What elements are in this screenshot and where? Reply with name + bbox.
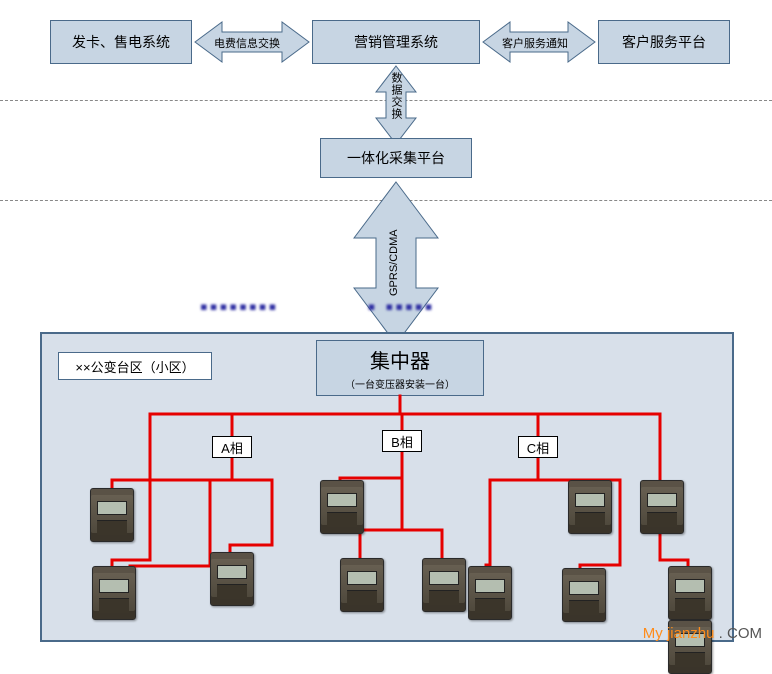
meter-8 — [562, 568, 606, 622]
meter-5 — [422, 558, 466, 612]
label-integration: 一体化采集平台 — [347, 148, 445, 168]
box-card-sales: 发卡、售电系统 — [50, 20, 192, 64]
label-marketing: 营销管理系统 — [354, 32, 438, 52]
label-concentrator: 集中器 — [370, 345, 430, 374]
phase-a-label: A相 — [221, 438, 243, 457]
area-label: ××公变台区（小区） — [58, 352, 212, 380]
box-cust-service: 客户服务平台 — [598, 20, 730, 64]
phase-c: C相 — [518, 436, 558, 458]
label-cust-service: 客户服务平台 — [622, 32, 706, 52]
meter-6 — [468, 566, 512, 620]
phase-c-label: C相 — [527, 438, 549, 457]
phase-b-label: B相 — [391, 432, 413, 451]
dash-line-1 — [0, 100, 772, 101]
box-concentrator: 集中器 （一台变压器安装一台） — [316, 340, 484, 396]
meter-2 — [210, 552, 254, 606]
label-card-sales: 发卡、售电系统 — [72, 32, 170, 52]
area-label-text: ××公变台区（小区） — [75, 357, 194, 376]
dash-line-2 — [0, 200, 772, 201]
meter-10 — [668, 566, 712, 620]
label-fee-exchange: 电费信息交换 — [214, 35, 280, 51]
watermark-part1: My jianzhu — [643, 625, 715, 642]
phase-b: B相 — [382, 430, 422, 452]
watermark-part2: . COM — [715, 625, 763, 642]
label-cust-notify: 客户服务通知 — [502, 35, 568, 51]
sublabel-concentrator: （一台变压器安装一台） — [345, 376, 455, 391]
meter-7 — [568, 480, 612, 534]
meter-1 — [92, 566, 136, 620]
phase-a: A相 — [212, 436, 252, 458]
meter-3 — [320, 480, 364, 534]
meter-4 — [340, 558, 384, 612]
box-marketing: 营销管理系统 — [312, 20, 480, 64]
meter-9 — [640, 480, 684, 534]
watermark: My jianzhu . COM — [643, 625, 762, 642]
label-data-exchange: 数据交换 — [388, 72, 404, 120]
meter-0 — [90, 488, 134, 542]
obscured-text: ▪▪▪▪▪▪▪▪ ▪ ▪▪▪▪▪ — [200, 294, 435, 320]
box-integration: 一体化采集平台 — [320, 138, 472, 178]
label-gprs-cdma: GPRS/CDMA — [388, 229, 400, 296]
